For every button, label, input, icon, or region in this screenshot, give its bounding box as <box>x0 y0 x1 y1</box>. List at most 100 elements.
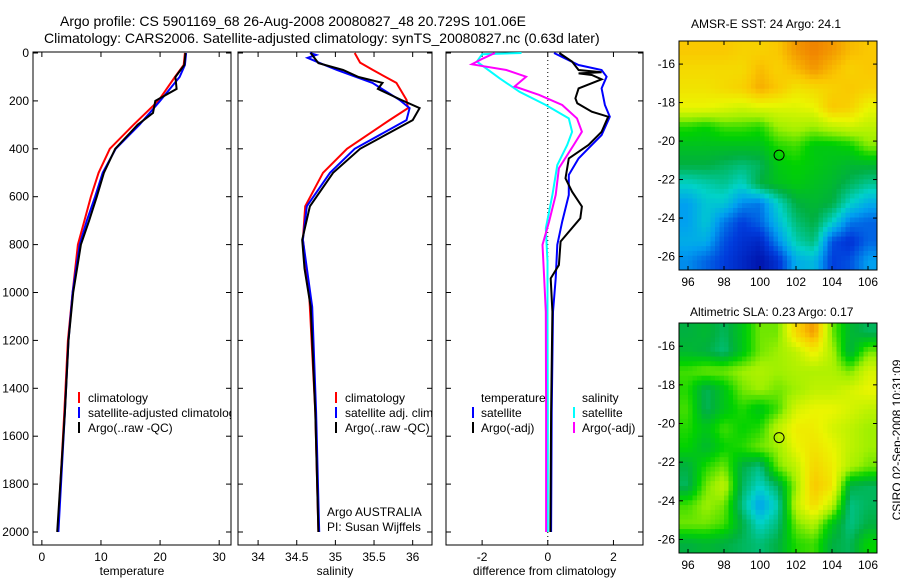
map-cell <box>764 428 770 434</box>
map-cell <box>764 409 770 415</box>
map-cell <box>769 342 774 348</box>
map-cell <box>760 150 765 156</box>
map-cell <box>854 155 860 161</box>
map-cell <box>823 79 828 85</box>
map-cell <box>845 466 851 472</box>
map-cell <box>746 543 752 549</box>
map-cell <box>778 466 783 472</box>
map-cell <box>719 457 725 463</box>
map-cell <box>715 222 720 228</box>
map-cell <box>787 131 792 137</box>
map-cell <box>854 83 860 90</box>
map-cell <box>769 442 774 448</box>
map-cell <box>782 538 788 544</box>
map-cell <box>697 351 702 357</box>
map-cell <box>841 356 846 362</box>
map-cell <box>764 98 770 104</box>
map-cell <box>719 169 725 175</box>
map-cell <box>701 246 707 252</box>
map-cell <box>692 64 698 71</box>
map-cell <box>832 505 837 511</box>
map-cell <box>710 505 716 511</box>
map-cell <box>863 83 869 90</box>
map-cell <box>791 418 797 425</box>
map-cell <box>823 174 828 180</box>
map-cell <box>733 332 738 338</box>
map-cell <box>764 481 770 487</box>
map-cell <box>760 93 765 99</box>
map-cell <box>683 88 689 94</box>
map-cell <box>769 131 774 137</box>
map-cell <box>850 529 855 535</box>
map-cell <box>836 332 842 338</box>
map-cell <box>692 471 698 477</box>
map-cell <box>832 356 837 362</box>
map-cell <box>692 385 698 391</box>
map-cell <box>692 265 698 271</box>
map-cell <box>715 203 720 209</box>
map-cell <box>814 184 819 190</box>
map-cell <box>773 351 779 357</box>
map-cell <box>733 60 738 66</box>
map-cell <box>845 509 851 516</box>
map-cell <box>818 241 824 247</box>
map-cell <box>751 83 756 90</box>
map-cell <box>769 351 774 357</box>
map-cell <box>733 265 738 271</box>
map-cell <box>751 351 756 357</box>
map-cell <box>850 246 855 252</box>
map-cell <box>746 346 752 353</box>
map-cell <box>863 509 869 516</box>
map-cell <box>728 107 734 113</box>
map-cell <box>872 423 878 429</box>
map-cell <box>859 79 864 85</box>
map-cell <box>742 428 747 434</box>
map-cell <box>773 433 779 439</box>
map-cell <box>818 485 824 492</box>
map-cell <box>683 222 689 228</box>
map-cell <box>742 207 747 214</box>
map-cell <box>818 390 824 396</box>
map-cell <box>701 404 707 410</box>
map-cell <box>769 366 774 372</box>
map-cell <box>832 370 837 377</box>
map-cell <box>818 548 824 554</box>
legend-label: climatology <box>88 391 148 405</box>
map-cell <box>814 74 819 80</box>
map-cell <box>872 227 878 233</box>
map-cell <box>800 370 806 377</box>
map-cell <box>751 160 756 166</box>
map-cell <box>760 141 765 147</box>
map-cell <box>796 466 801 472</box>
map-cell <box>800 327 806 333</box>
map-cell <box>823 543 828 549</box>
map-cell <box>719 476 725 482</box>
map-cell <box>728 380 734 386</box>
map-cell <box>760 481 765 487</box>
map-cell <box>818 529 824 535</box>
map-cell <box>733 457 738 463</box>
map-cell <box>796 203 801 209</box>
map-cell <box>764 524 770 530</box>
map-cell <box>692 255 698 261</box>
map-cell <box>778 394 783 401</box>
map-cell <box>872 260 878 266</box>
map-cell <box>755 375 761 381</box>
map-cell <box>818 323 824 329</box>
map-cell <box>715 93 720 99</box>
map-cell <box>809 250 815 257</box>
map-cell <box>818 88 824 94</box>
map-cell <box>791 236 797 242</box>
map-cell <box>836 529 842 535</box>
map-cell <box>733 500 738 506</box>
map-cell <box>854 198 860 204</box>
map-cell <box>715 529 720 535</box>
map-cell <box>818 217 824 223</box>
map-cell <box>863 356 869 362</box>
map-cell <box>769 399 774 405</box>
map-cell <box>751 169 756 175</box>
map-cell <box>859 198 864 204</box>
map-cell <box>850 45 855 51</box>
map-cell <box>697 103 702 109</box>
map-cell <box>773 231 779 237</box>
